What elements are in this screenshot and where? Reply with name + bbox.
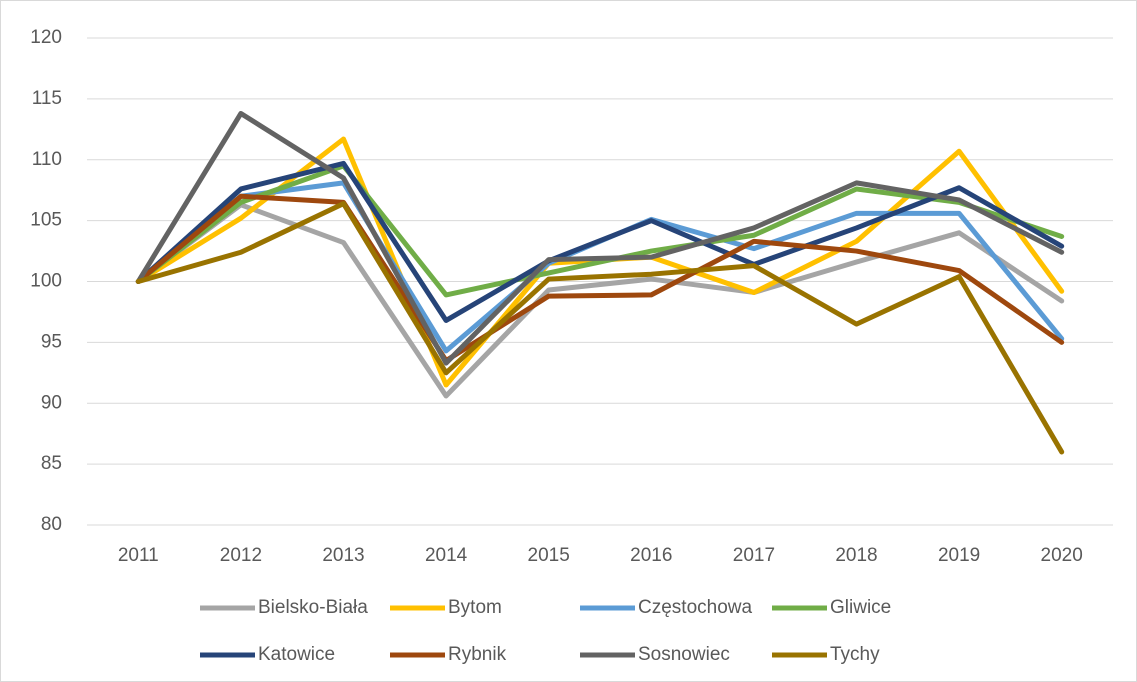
x-tick-label: 2019	[938, 545, 980, 566]
legend-label: Sosnowiec	[638, 644, 730, 665]
legend-label: Rybnik	[448, 644, 507, 665]
series-line	[135, 160, 1065, 323]
x-tick-label: 2016	[630, 545, 672, 566]
series-line	[135, 201, 1065, 455]
legend-label: Katowice	[258, 644, 335, 665]
x-tick-label: 2012	[220, 545, 262, 566]
series-line	[135, 110, 1065, 366]
x-tick-label: 2011	[118, 545, 159, 566]
x-tick-label: 2017	[733, 545, 775, 566]
legend-label: Gliwice	[830, 597, 891, 618]
series-line	[135, 193, 1065, 364]
legend-label: Bytom	[448, 597, 502, 618]
legend-label: Tychy	[830, 644, 880, 665]
x-tick-label: 2014	[425, 545, 468, 566]
x-tick-label: 2015	[528, 545, 570, 566]
legend-label: Bielsko-Biała	[258, 597, 368, 618]
x-tick-label: 2013	[322, 545, 364, 566]
y-tick-label: 80	[41, 514, 62, 535]
x-tick-label: 2018	[835, 545, 877, 566]
y-tick-label: 110	[32, 149, 62, 170]
y-tick-label: 120	[30, 27, 62, 48]
legend-label: Częstochowa	[638, 597, 752, 618]
x-tick-label: 2020	[1041, 545, 1083, 566]
y-tick-label: 95	[41, 331, 62, 352]
series-line	[135, 202, 1065, 399]
y-tick-label: 100	[30, 271, 62, 292]
y-tick-label: 105	[30, 210, 62, 231]
series-line	[135, 163, 1065, 298]
y-tick-label: 90	[41, 392, 62, 413]
y-tick-label: 115	[32, 88, 62, 109]
y-tick-label: 85	[41, 453, 62, 474]
